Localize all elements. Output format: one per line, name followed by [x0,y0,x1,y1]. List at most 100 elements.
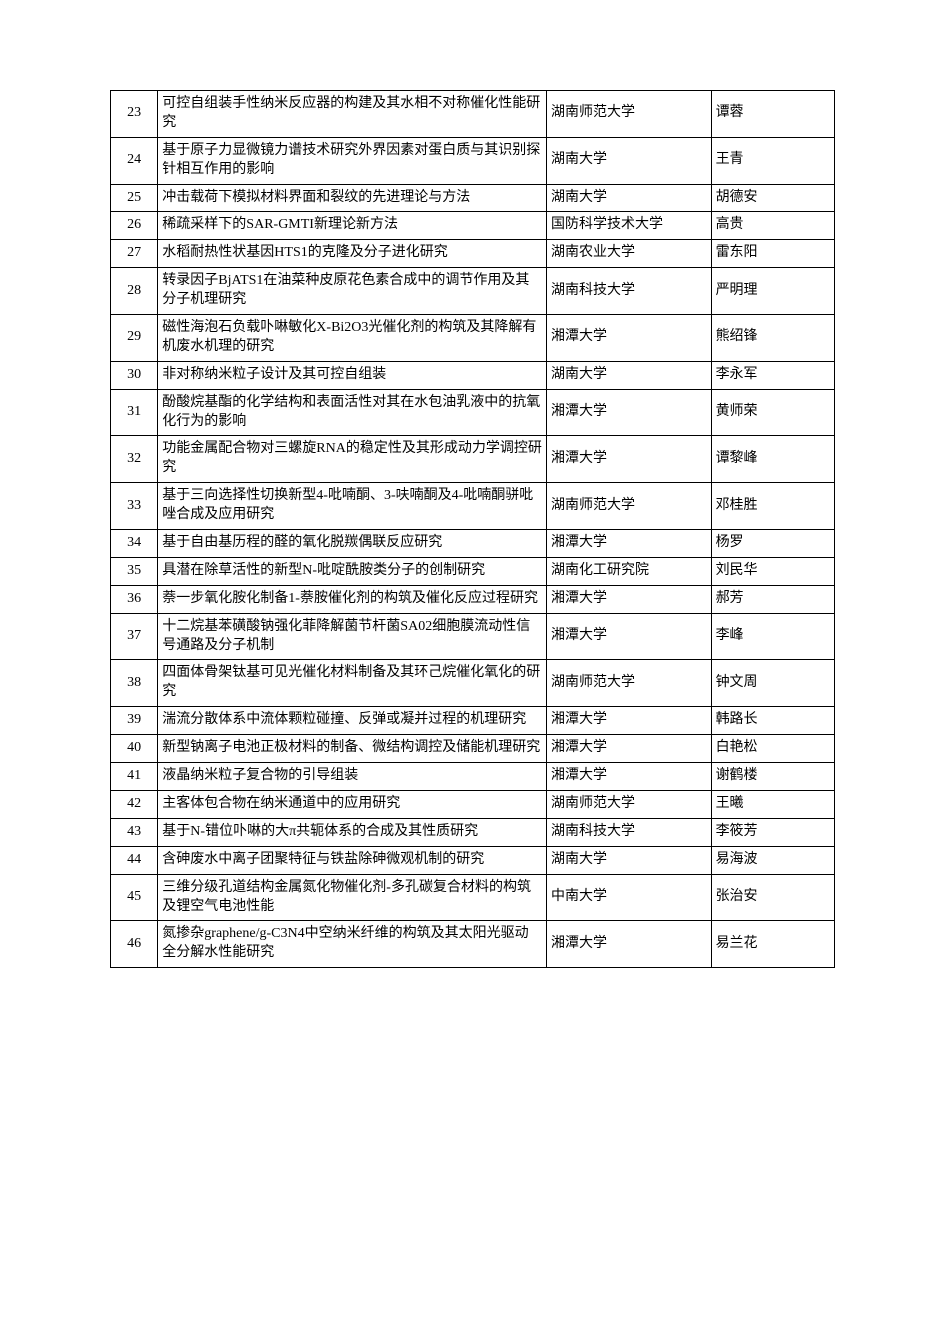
institution: 湖南师范大学 [547,91,712,138]
row-number: 30 [111,361,158,389]
person-name: 李筱芳 [711,818,834,846]
project-title: 新型钠离子电池正极材料的制备、微结构调控及储能机理研究 [158,735,547,763]
project-title: 稀疏采样下的SAR-GMTI新理论新方法 [158,212,547,240]
project-title: 冲击载荷下模拟材料界面和裂纹的先进理论与方法 [158,184,547,212]
row-number: 24 [111,137,158,184]
project-title: 可控自组装手性纳米反应器的构建及其水相不对称催化性能研究 [158,91,547,138]
row-number: 45 [111,874,158,921]
institution: 湘潭大学 [547,921,712,968]
table-row: 27水稻耐热性状基因HTS1的克隆及分子进化研究湖南农业大学雷东阳 [111,240,835,268]
person-name: 雷东阳 [711,240,834,268]
person-name: 胡德安 [711,184,834,212]
project-title: 三维分级孔道结构金属氮化物催化剂-多孔碳复合材料的构筑及锂空气电池性能 [158,874,547,921]
row-number: 40 [111,735,158,763]
table-row: 29磁性海泡石负载卟啉敏化X-Bi2O3光催化剂的构筑及其降解有机废水机理的研究… [111,315,835,362]
table-row: 26稀疏采样下的SAR-GMTI新理论新方法国防科学技术大学高贵 [111,212,835,240]
person-name: 王曦 [711,790,834,818]
row-number: 43 [111,818,158,846]
person-name: 熊绍锋 [711,315,834,362]
institution: 湘潭大学 [547,315,712,362]
institution: 湘潭大学 [547,763,712,791]
person-name: 李峰 [711,613,834,660]
project-title: 磁性海泡石负载卟啉敏化X-Bi2O3光催化剂的构筑及其降解有机废水机理的研究 [158,315,547,362]
table-row: 41液晶纳米粒子复合物的引导组装湘潭大学谢鹤楼 [111,763,835,791]
person-name: 严明理 [711,268,834,315]
person-name: 谢鹤楼 [711,763,834,791]
table-row: 23可控自组装手性纳米反应器的构建及其水相不对称催化性能研究湖南师范大学谭蓉 [111,91,835,138]
row-number: 39 [111,707,158,735]
row-number: 41 [111,763,158,791]
person-name: 李永军 [711,361,834,389]
project-title: 非对称纳米粒子设计及其可控自组装 [158,361,547,389]
institution: 湖南大学 [547,846,712,874]
person-name: 郝芳 [711,585,834,613]
project-title: 萘一步氧化胺化制备1-萘胺催化剂的构筑及催化反应过程研究 [158,585,547,613]
project-title: 基于N-错位卟啉的大π共轭体系的合成及其性质研究 [158,818,547,846]
person-name: 邓桂胜 [711,483,834,530]
project-title: 氮掺杂graphene/g-C3N4中空纳米纤维的构筑及其太阳光驱动全分解水性能… [158,921,547,968]
person-name: 白艳松 [711,735,834,763]
person-name: 刘民华 [711,557,834,585]
table-row: 37十二烷基苯磺酸钠强化菲降解菌节杆菌SA02细胞膜流动性信号通路及分子机制湘潭… [111,613,835,660]
institution: 湘潭大学 [547,735,712,763]
person-name: 高贵 [711,212,834,240]
table-row: 28转录因子BjATS1在油菜种皮原花色素合成中的调节作用及其分子机理研究湖南科… [111,268,835,315]
table-body: 23可控自组装手性纳米反应器的构建及其水相不对称催化性能研究湖南师范大学谭蓉24… [111,91,835,968]
row-number: 29 [111,315,158,362]
row-number: 37 [111,613,158,660]
table-row: 35具潜在除草活性的新型N-吡啶酰胺类分子的创制研究湖南化工研究院刘民华 [111,557,835,585]
institution: 湖南师范大学 [547,483,712,530]
row-number: 25 [111,184,158,212]
project-title: 湍流分散体系中流体颗粒碰撞、反弹或凝并过程的机理研究 [158,707,547,735]
table-row: 44含砷废水中离子团聚特征与铁盐除砷微观机制的研究湖南大学易海波 [111,846,835,874]
table-row: 24基于原子力显微镜力谱技术研究外界因素对蛋白质与其识别探针相互作用的影响湖南大… [111,137,835,184]
institution: 湖南大学 [547,361,712,389]
row-number: 32 [111,436,158,483]
person-name: 易海波 [711,846,834,874]
institution: 湖南师范大学 [547,790,712,818]
project-title: 酚酸烷基酯的化学结构和表面活性对其在水包油乳液中的抗氧化行为的影响 [158,389,547,436]
row-number: 36 [111,585,158,613]
institution: 湖南大学 [547,137,712,184]
person-name: 杨罗 [711,530,834,558]
project-title: 四面体骨架钛基可见光催化材料制备及其环己烷催化氧化的研究 [158,660,547,707]
table-row: 34基于自由基历程的醛的氧化脱羰偶联反应研究湘潭大学杨罗 [111,530,835,558]
institution: 湖南农业大学 [547,240,712,268]
table-row: 33基于三向选择性切换新型4-吡喃酮、3-呋喃酮及4-吡喃酮骈吡唑合成及应用研究… [111,483,835,530]
project-title: 水稻耐热性状基因HTS1的克隆及分子进化研究 [158,240,547,268]
table-row: 25冲击载荷下模拟材料界面和裂纹的先进理论与方法湖南大学胡德安 [111,184,835,212]
table-row: 38四面体骨架钛基可见光催化材料制备及其环己烷催化氧化的研究湖南师范大学钟文周 [111,660,835,707]
project-title: 十二烷基苯磺酸钠强化菲降解菌节杆菌SA02细胞膜流动性信号通路及分子机制 [158,613,547,660]
table-row: 40新型钠离子电池正极材料的制备、微结构调控及储能机理研究湘潭大学白艳松 [111,735,835,763]
table-row: 32功能金属配合物对三螺旋RNA的稳定性及其形成动力学调控研究湘潭大学谭黎峰 [111,436,835,483]
table-row: 39湍流分散体系中流体颗粒碰撞、反弹或凝并过程的机理研究湘潭大学韩路长 [111,707,835,735]
person-name: 谭黎峰 [711,436,834,483]
row-number: 38 [111,660,158,707]
table-row: 30非对称纳米粒子设计及其可控自组装湖南大学李永军 [111,361,835,389]
institution: 国防科学技术大学 [547,212,712,240]
research-projects-table: 23可控自组装手性纳米反应器的构建及其水相不对称催化性能研究湖南师范大学谭蓉24… [110,90,835,968]
project-title: 功能金属配合物对三螺旋RNA的稳定性及其形成动力学调控研究 [158,436,547,483]
row-number: 42 [111,790,158,818]
table-row: 42主客体包合物在纳米通道中的应用研究湖南师范大学王曦 [111,790,835,818]
table-row: 43基于N-错位卟啉的大π共轭体系的合成及其性质研究湖南科技大学李筱芳 [111,818,835,846]
project-title: 主客体包合物在纳米通道中的应用研究 [158,790,547,818]
row-number: 28 [111,268,158,315]
row-number: 23 [111,91,158,138]
institution: 湖南大学 [547,184,712,212]
row-number: 35 [111,557,158,585]
table-row: 45三维分级孔道结构金属氮化物催化剂-多孔碳复合材料的构筑及锂空气电池性能中南大… [111,874,835,921]
institution: 湘潭大学 [547,436,712,483]
institution: 湖南师范大学 [547,660,712,707]
row-number: 46 [111,921,158,968]
institution: 湘潭大学 [547,585,712,613]
project-title: 含砷废水中离子团聚特征与铁盐除砷微观机制的研究 [158,846,547,874]
institution: 湘潭大学 [547,389,712,436]
institution: 湖南化工研究院 [547,557,712,585]
institution: 湖南科技大学 [547,818,712,846]
row-number: 26 [111,212,158,240]
row-number: 27 [111,240,158,268]
table-row: 31酚酸烷基酯的化学结构和表面活性对其在水包油乳液中的抗氧化行为的影响湘潭大学黄… [111,389,835,436]
institution: 湘潭大学 [547,530,712,558]
project-title: 基于自由基历程的醛的氧化脱羰偶联反应研究 [158,530,547,558]
